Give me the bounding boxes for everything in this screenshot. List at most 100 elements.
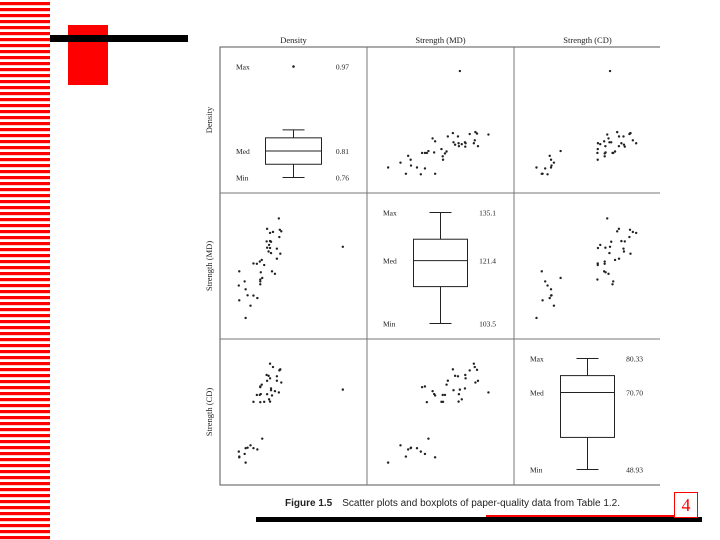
stripe bbox=[0, 428, 50, 432]
scatter-point bbox=[620, 142, 623, 145]
stripe bbox=[0, 230, 50, 234]
scatter-point bbox=[260, 383, 263, 386]
scatter-point bbox=[617, 144, 621, 148]
scatter-point bbox=[468, 369, 471, 372]
scatter-point bbox=[267, 374, 270, 378]
scatter-point bbox=[275, 379, 279, 382]
scatter-point bbox=[615, 230, 619, 233]
scatter-point bbox=[631, 139, 635, 142]
stripe bbox=[0, 446, 50, 450]
stripe bbox=[0, 110, 50, 114]
stripe bbox=[0, 86, 50, 90]
scatter-point bbox=[341, 245, 345, 248]
stripe bbox=[0, 476, 50, 480]
stripe bbox=[0, 284, 50, 288]
scatter-point bbox=[238, 299, 241, 302]
stripe bbox=[0, 410, 50, 414]
scatter-point bbox=[559, 149, 562, 153]
scatter-point bbox=[456, 375, 460, 378]
scatter-point bbox=[433, 140, 437, 143]
boxplot-max-label: Max bbox=[530, 355, 544, 364]
scatter-point bbox=[631, 230, 635, 234]
scatter-point bbox=[278, 228, 282, 231]
stripe bbox=[0, 68, 50, 72]
stripe bbox=[0, 170, 50, 174]
stripe bbox=[0, 266, 50, 270]
scatter-point bbox=[613, 150, 617, 153]
stripe bbox=[0, 488, 50, 492]
stripe bbox=[0, 308, 50, 312]
stripe bbox=[0, 2, 50, 6]
scatter-point bbox=[596, 142, 600, 145]
scatter-point bbox=[268, 246, 272, 250]
scatter-point bbox=[252, 262, 255, 265]
column-label: Density bbox=[280, 35, 307, 45]
scatter-point bbox=[425, 400, 429, 404]
scatter-point bbox=[628, 235, 631, 239]
scatter-point bbox=[596, 262, 599, 265]
stripe bbox=[0, 104, 50, 108]
scatter-point bbox=[623, 240, 627, 243]
stripe bbox=[0, 422, 50, 426]
scatter-point bbox=[259, 278, 262, 281]
stripe bbox=[0, 236, 50, 240]
stripe bbox=[0, 380, 50, 384]
scatter-point bbox=[608, 141, 611, 144]
scatter-point bbox=[267, 398, 271, 401]
scatter-point bbox=[603, 260, 606, 263]
scatter-point bbox=[252, 294, 255, 297]
stripe bbox=[0, 458, 50, 462]
scatter-point bbox=[622, 135, 625, 138]
scatter-point bbox=[244, 446, 247, 450]
scatter-point bbox=[237, 284, 240, 287]
scatter-point bbox=[453, 374, 457, 378]
scatter-point bbox=[476, 144, 480, 148]
scatter-point bbox=[599, 243, 602, 247]
stripe bbox=[0, 272, 50, 276]
scatter-point bbox=[255, 262, 259, 265]
stripe bbox=[0, 506, 50, 510]
scatter-point bbox=[425, 151, 429, 155]
scatter-point bbox=[457, 144, 461, 148]
scatter-point bbox=[599, 143, 602, 146]
scatter-point bbox=[612, 280, 615, 283]
scatter-point bbox=[549, 288, 553, 291]
stripe bbox=[0, 8, 50, 12]
scatter-point bbox=[622, 247, 625, 250]
scatter-point bbox=[423, 452, 427, 456]
scatter-point bbox=[268, 239, 272, 243]
stripe bbox=[0, 332, 50, 336]
scatter-point bbox=[596, 246, 600, 250]
scatter-point bbox=[277, 217, 281, 220]
column-label: Strength (CD) bbox=[563, 35, 612, 45]
scatter-point bbox=[604, 246, 607, 249]
scatter-point bbox=[249, 304, 252, 307]
scatter-point bbox=[445, 383, 448, 386]
stripe bbox=[0, 512, 50, 516]
scatter-point bbox=[613, 258, 617, 262]
scatter-point bbox=[279, 252, 282, 255]
stripe bbox=[0, 164, 50, 168]
bottom-red-line bbox=[486, 515, 676, 517]
stripe bbox=[0, 356, 50, 360]
scatter-point bbox=[246, 294, 249, 297]
boxplot-med-label: Med bbox=[236, 147, 250, 156]
scatter-point bbox=[441, 393, 444, 397]
stripe bbox=[0, 218, 50, 222]
scatter-point bbox=[238, 270, 241, 273]
boxplot-med-value: 121.4 bbox=[479, 257, 496, 266]
scatter-point bbox=[419, 450, 423, 453]
scatter-point bbox=[268, 400, 272, 403]
scatter-point bbox=[265, 227, 269, 231]
scatter-point bbox=[423, 385, 427, 388]
scatter-point bbox=[468, 132, 471, 136]
stripe bbox=[0, 362, 50, 366]
stripe bbox=[0, 434, 50, 438]
scatter-point bbox=[431, 389, 434, 393]
stripe bbox=[0, 62, 50, 66]
stripe bbox=[0, 146, 50, 150]
caption-text: Scatter plots and boxplots of paper-qual… bbox=[342, 498, 621, 509]
scatter-point bbox=[460, 398, 463, 401]
stripe bbox=[0, 56, 50, 60]
boxplot-med-label: Med bbox=[383, 257, 397, 266]
